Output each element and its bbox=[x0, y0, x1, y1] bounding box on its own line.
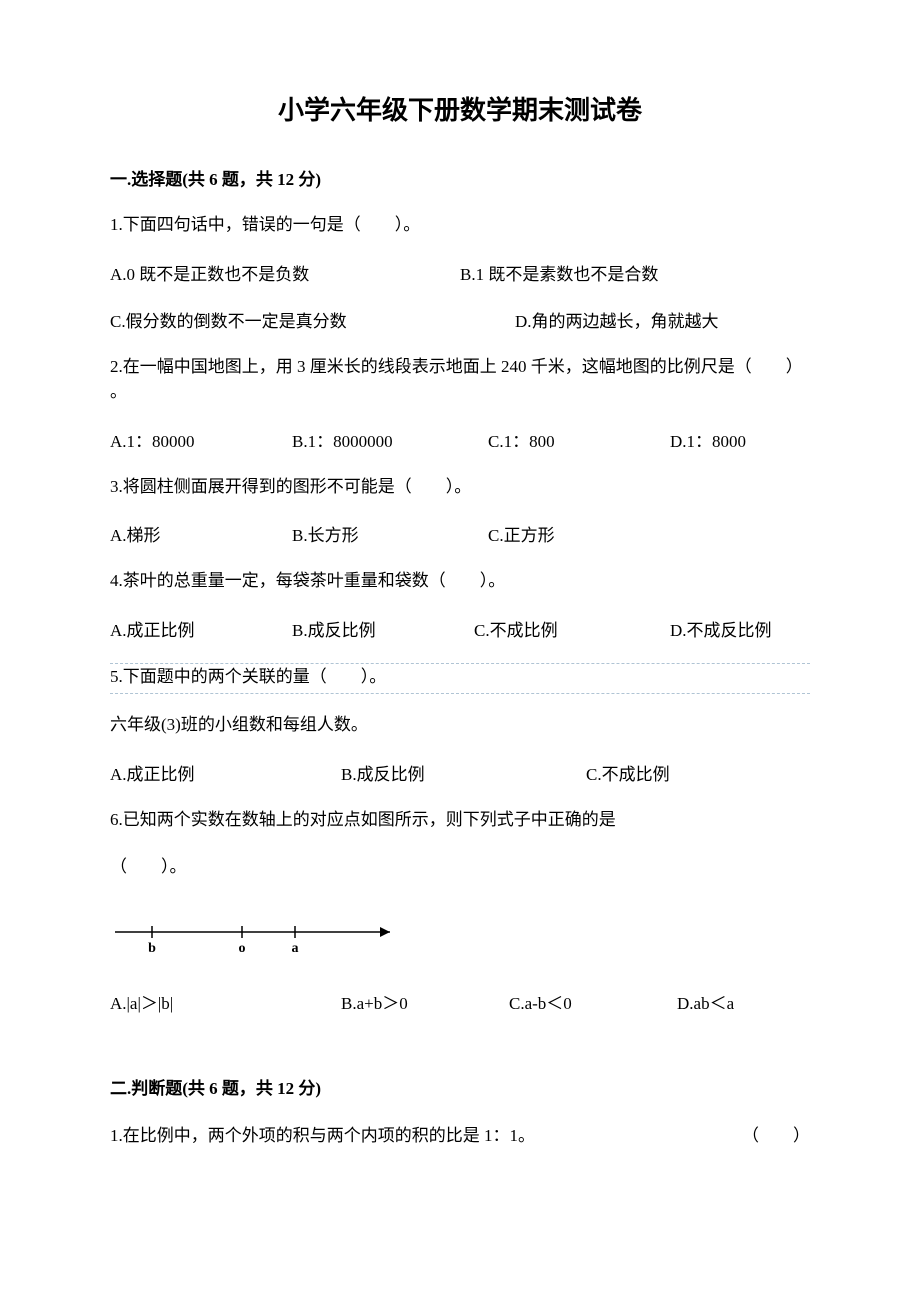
q1-opt-d: D.角的两边越长，角就越大 bbox=[460, 307, 810, 332]
q3-opt-a: A.梯形 bbox=[110, 521, 292, 546]
number-line-label-b: b bbox=[148, 941, 156, 956]
page-title: 小学六年级下册数学期末测试卷 bbox=[110, 90, 810, 127]
q6-opt-b: B.a+b＞0 bbox=[341, 989, 509, 1014]
q2-opt-a: A.1：80000 bbox=[110, 427, 292, 452]
section2-heading: 二.判断题(共 6 题，共 12 分) bbox=[110, 1074, 810, 1099]
q6-options: A.|a|＞|b| B.a+b＞0 C.a-b＜0 D.ab＜a bbox=[110, 989, 810, 1014]
q5-options: A.成正比例 B.成反比例 C.不成比例 bbox=[110, 760, 810, 785]
q1-text: 1.下面四句话中，错误的一句是（ ）。 bbox=[110, 212, 810, 238]
q1-options-row2: C.假分数的倒数不一定是真分数 D.角的两边越长，角就越大 bbox=[110, 307, 810, 332]
q1-options: A.0 既不是正数也不是负数 B.1 既不是素数也不是合数 bbox=[110, 260, 810, 285]
s2-q1-row: 1.在比例中，两个外项的积与两个内项的积的比是 1：1。 （ ） bbox=[110, 1121, 810, 1146]
q2-options: A.1：80000 B.1：8000000 C.1：800 D.1：8000 bbox=[110, 427, 810, 452]
q3-opt-c: C.正方形 bbox=[488, 521, 810, 546]
q4-opt-c: C.不成比例 bbox=[474, 616, 670, 641]
q4-options: A.成正比例 B.成反比例 C.不成比例 D.不成反比例 bbox=[110, 616, 810, 641]
q6-paren: （ ）。 bbox=[110, 854, 810, 880]
s2-q1-paren: （ ） bbox=[742, 1121, 810, 1146]
q4-text: 4.茶叶的总重量一定，每袋茶叶重量和袋数（ ）。 bbox=[110, 568, 810, 594]
q6-text: 6.已知两个实数在数轴上的对应点如图所示，则下列式子中正确的是 bbox=[110, 807, 810, 833]
q2-text: 2.在一幅中国地图上，用 3 厘米长的线段表示地面上 240 千米，这幅地图的比… bbox=[110, 354, 810, 405]
q6-opt-d: D.ab＜a bbox=[677, 989, 810, 1014]
q3-text: 3.将圆柱侧面展开得到的图形不可能是（ ）。 bbox=[110, 474, 810, 500]
q6-opt-c: C.a-b＜0 bbox=[509, 989, 677, 1014]
q1-opt-b: B.1 既不是素数也不是合数 bbox=[460, 260, 810, 285]
q4-opt-a: A.成正比例 bbox=[110, 616, 292, 641]
q5-sub: 六年级(3)班的小组数和每组人数。 bbox=[110, 712, 810, 738]
q1-opt-a: A.0 既不是正数也不是负数 bbox=[110, 260, 460, 285]
number-line-label-a: a bbox=[292, 941, 299, 956]
q2-opt-c: C.1：800 bbox=[488, 427, 670, 452]
q5-opt-b: B.成反比例 bbox=[341, 760, 586, 785]
q5-text: 5.下面题中的两个关联的量（ ）。 bbox=[110, 664, 810, 690]
q1-opt-c: C.假分数的倒数不一定是真分数 bbox=[110, 307, 460, 332]
q2-opt-d: D.1：8000 bbox=[670, 427, 810, 452]
q6-opt-a: A.|a|＞|b| bbox=[110, 989, 341, 1014]
q4-opt-d: D.不成反比例 bbox=[670, 616, 810, 641]
separator-line-2 bbox=[110, 693, 810, 694]
q5-opt-c: C.不成比例 bbox=[586, 760, 810, 785]
number-line-figure: b o a bbox=[110, 906, 810, 963]
q2-opt-b: B.1：8000000 bbox=[292, 427, 488, 452]
s2-q1-text: 1.在比例中，两个外项的积与两个内项的积的比是 1：1。 bbox=[110, 1121, 535, 1146]
q3-opt-b: B.长方形 bbox=[292, 521, 488, 546]
section1-heading: 一.选择题(共 6 题，共 12 分) bbox=[110, 165, 810, 190]
q4-opt-b: B.成反比例 bbox=[292, 616, 474, 641]
q3-options: A.梯形 B.长方形 C.正方形 bbox=[110, 521, 810, 546]
q5-opt-a: A.成正比例 bbox=[110, 760, 341, 785]
number-line-label-o: o bbox=[239, 941, 246, 956]
